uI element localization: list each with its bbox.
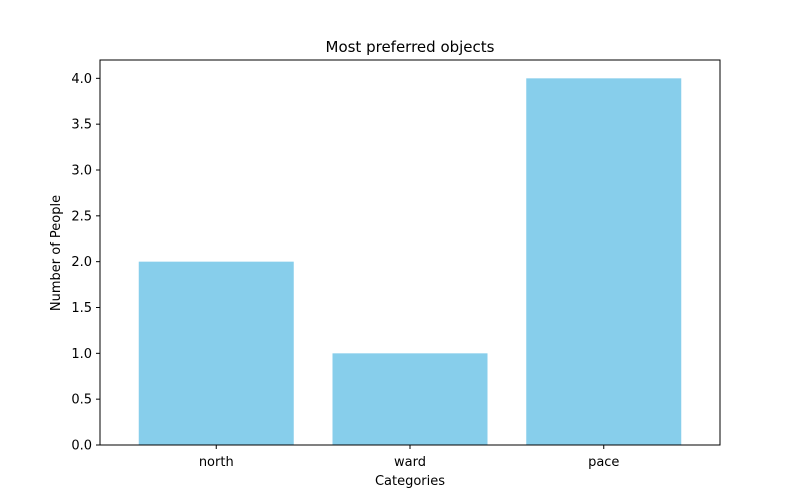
y-tick-label: 1.5: [71, 301, 92, 316]
y-axis: 0.0 0.5 1.0 1.5 2.0 2.5 3.0 3.5 4.0: [71, 72, 100, 454]
bar-ward: [332, 353, 488, 445]
y-tick-label: 0.5: [71, 393, 92, 408]
bar-north: [138, 261, 294, 445]
x-tick-label: ward: [394, 455, 426, 470]
y-tick-label: 4.0: [71, 72, 92, 87]
x-axis-label: Categories: [375, 474, 445, 489]
x-tick-label: pace: [588, 455, 619, 470]
x-axis: north ward pace: [199, 445, 619, 470]
plot-frame: [99, 59, 721, 446]
x-tick-label: north: [199, 455, 234, 470]
bars-group: [138, 78, 682, 445]
bar-pace: [526, 78, 682, 445]
y-tick-label: 1.0: [71, 347, 92, 362]
y-tick-label: 0.0: [71, 439, 92, 454]
y-tick-label: 3.0: [71, 164, 92, 179]
chart-title: Most preferred objects: [326, 38, 495, 56]
y-tick-label: 2.5: [71, 209, 92, 224]
y-tick-label: 3.5: [71, 118, 92, 133]
y-axis-label: Number of People: [49, 195, 64, 311]
y-tick-label: 2.0: [71, 255, 92, 270]
